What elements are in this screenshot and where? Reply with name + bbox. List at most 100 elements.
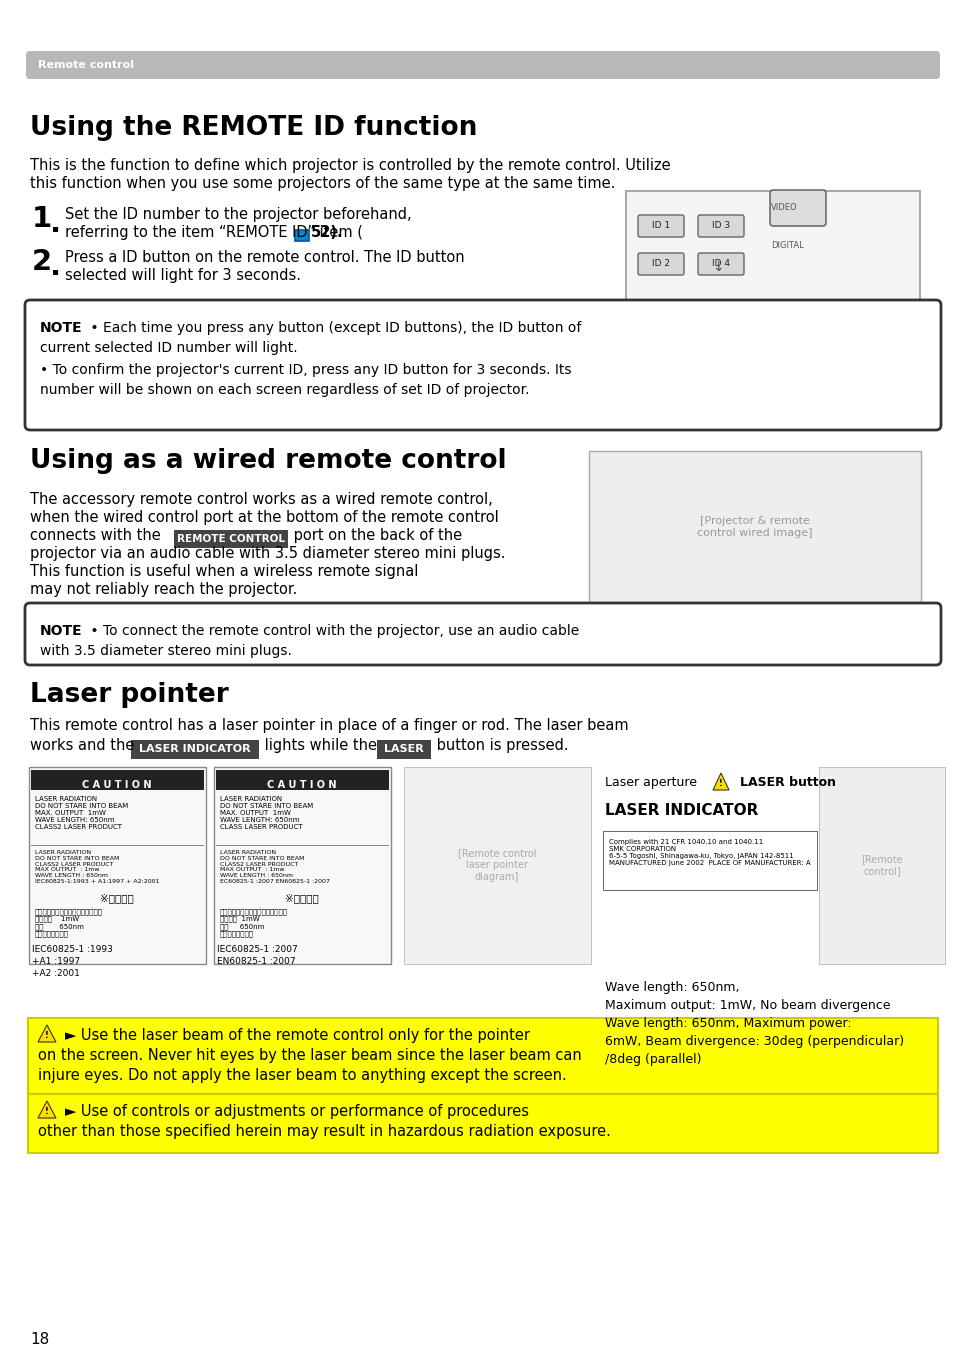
Text: Wave length: 650nm,: Wave length: 650nm, xyxy=(604,982,739,994)
Text: number will be shown on each screen regardless of set ID of projector.: number will be shown on each screen rega… xyxy=(40,383,529,397)
Text: 1: 1 xyxy=(32,204,52,233)
Text: Laser aperture: Laser aperture xyxy=(604,776,697,789)
Text: on the screen. Never hit eyes by the laser beam since the laser beam can: on the screen. Never hit eyes by the las… xyxy=(38,1048,581,1063)
Text: C A U T I O N: C A U T I O N xyxy=(267,780,336,789)
Text: LASER button: LASER button xyxy=(740,776,835,789)
Text: [Projector & remote
control wired image]: [Projector & remote control wired image] xyxy=(697,516,812,538)
Text: ※レーザ光: ※レーザ光 xyxy=(100,894,133,903)
Text: projector via an audio cable with 3.5 diameter stereo mini plugs.: projector via an audio cable with 3.5 di… xyxy=(30,546,505,561)
Text: Complies with 21 CFR 1040.10 and 1040.11
SMK CORPORATION
6-5-5 Togoshi, Shinagaw: Complies with 21 CFR 1040.10 and 1040.11… xyxy=(608,839,810,867)
FancyBboxPatch shape xyxy=(698,253,743,275)
Text: [Remote
control]: [Remote control] xyxy=(861,854,902,876)
FancyBboxPatch shape xyxy=(376,741,431,760)
Text: ► Use of controls or adjustments or performance of procedures: ► Use of controls or adjustments or perf… xyxy=(65,1104,529,1118)
Text: The accessory remote control works as a wired remote control,: The accessory remote control works as a … xyxy=(30,492,493,506)
Text: IEC60825-1 :2007: IEC60825-1 :2007 xyxy=(216,945,297,955)
Text: DIGITAL: DIGITAL xyxy=(770,241,803,250)
Text: may not reliably reach the projector.: may not reliably reach the projector. xyxy=(30,582,297,597)
FancyBboxPatch shape xyxy=(818,766,944,964)
FancyBboxPatch shape xyxy=(698,215,743,237)
Text: EN60825-1 :2007: EN60825-1 :2007 xyxy=(216,957,295,965)
FancyBboxPatch shape xyxy=(625,191,919,310)
Text: other than those specified herein may result in hazardous radiation exposure.: other than those specified herein may re… xyxy=(38,1124,610,1139)
FancyBboxPatch shape xyxy=(28,1018,937,1094)
Text: port on the back of the: port on the back of the xyxy=(289,528,461,543)
FancyBboxPatch shape xyxy=(638,253,683,275)
Text: VIDEO: VIDEO xyxy=(770,203,797,213)
Text: LASER RADIATION
DO NOT STARE INTO BEAM
MAX. OUTPUT  1mW
WAVE LENGTH: 650nm
CLASS: LASER RADIATION DO NOT STARE INTO BEAM M… xyxy=(220,796,313,830)
Text: +A1 :1997: +A1 :1997 xyxy=(32,957,80,965)
Text: .: . xyxy=(50,210,61,238)
FancyBboxPatch shape xyxy=(25,603,940,665)
FancyBboxPatch shape xyxy=(602,831,816,890)
Text: Using as a wired remote control: Using as a wired remote control xyxy=(30,448,506,474)
Text: ID 1: ID 1 xyxy=(651,222,669,230)
Text: Laser pointer: Laser pointer xyxy=(30,682,229,708)
Bar xyxy=(30,770,204,789)
Text: referring to the item “REMOTE ID” item (: referring to the item “REMOTE ID” item ( xyxy=(65,225,363,240)
Text: ID 4: ID 4 xyxy=(711,260,729,268)
FancyBboxPatch shape xyxy=(29,766,206,964)
Text: ID 2: ID 2 xyxy=(651,260,669,268)
Text: with 3.5 diameter stereo mini plugs.: with 3.5 diameter stereo mini plugs. xyxy=(40,645,292,658)
Text: !: ! xyxy=(45,1106,49,1116)
Text: Press a ID button on the remote control. The ID button: Press a ID button on the remote control.… xyxy=(65,250,464,265)
Text: This remote control has a laser pointer in place of a finger or rod. The laser b: This remote control has a laser pointer … xyxy=(30,718,628,733)
Polygon shape xyxy=(38,1101,56,1118)
FancyBboxPatch shape xyxy=(173,529,288,548)
Text: LASER RADIATION
DO NOT STARE INTO BEAM
MAX. OUTPUT  1mW
WAVE LENGTH: 650nm
CLASS: LASER RADIATION DO NOT STARE INTO BEAM M… xyxy=(35,796,128,830)
Text: Wave length: 650nm, Maximum power:: Wave length: 650nm, Maximum power: xyxy=(604,1017,851,1030)
FancyBboxPatch shape xyxy=(213,766,391,964)
Text: this function when you use some projectors of the same type at the same time.: this function when you use some projecto… xyxy=(30,176,615,191)
Text: 6mW, Beam divergence: 30deg (perpendicular): 6mW, Beam divergence: 30deg (perpendicul… xyxy=(604,1034,903,1048)
Text: NOTE: NOTE xyxy=(40,321,83,334)
FancyBboxPatch shape xyxy=(769,190,825,226)
Text: LASER RADIATION
DO NOT STARE INTO BEAM
CLASS2 LASER PRODUCT
MAX OUTPUT  : 1mw
WA: LASER RADIATION DO NOT STARE INTO BEAM C… xyxy=(35,850,159,884)
Text: !: ! xyxy=(719,779,722,788)
Text: • To connect the remote control with the projector, use an audio cable: • To connect the remote control with the… xyxy=(86,624,578,638)
Text: Using the REMOTE ID function: Using the REMOTE ID function xyxy=(30,115,476,141)
Text: .: . xyxy=(50,253,61,282)
Text: Set the ID number to the projector beforehand,: Set the ID number to the projector befor… xyxy=(65,207,411,222)
Text: 18: 18 xyxy=(30,1332,50,1347)
Text: selected will light for 3 seconds.: selected will light for 3 seconds. xyxy=(65,268,301,283)
Text: This is the function to define which projector is controlled by the remote contr: This is the function to define which pro… xyxy=(30,158,670,173)
FancyBboxPatch shape xyxy=(588,451,920,603)
Text: when the wired control port at the bottom of the remote control: when the wired control port at the botto… xyxy=(30,510,498,525)
Text: 2: 2 xyxy=(32,248,52,276)
Text: 52).: 52). xyxy=(311,225,343,240)
Text: !: ! xyxy=(45,1030,49,1040)
Text: Maximum output: 1mW, No beam divergence: Maximum output: 1mW, No beam divergence xyxy=(604,999,889,1011)
FancyBboxPatch shape xyxy=(25,301,940,431)
Polygon shape xyxy=(712,773,728,789)
FancyBboxPatch shape xyxy=(26,51,939,79)
FancyBboxPatch shape xyxy=(638,215,683,237)
Text: IEC60825-1 :1993: IEC60825-1 :1993 xyxy=(32,945,112,955)
Text: +A2 :2001: +A2 :2001 xyxy=(32,969,80,978)
Text: • To confirm the projector's current ID, press any ID button for 3 seconds. Its: • To confirm the projector's current ID,… xyxy=(40,363,571,376)
Text: ► Use the laser beam of the remote control only for the pointer: ► Use the laser beam of the remote contr… xyxy=(65,1028,530,1043)
Text: /8deg (parallel): /8deg (parallel) xyxy=(604,1053,700,1066)
Text: connects with the: connects with the xyxy=(30,528,161,543)
Bar xyxy=(215,770,389,789)
Text: LASER INDICATOR: LASER INDICATOR xyxy=(139,743,251,754)
Text: REMOTE CONTROL: REMOTE CONTROL xyxy=(177,533,285,544)
FancyBboxPatch shape xyxy=(403,766,590,964)
Text: LASER: LASER xyxy=(384,743,423,754)
Text: LASER RADIATION
DO NOT STARE INTO BEAM
CLASS2 LASER PRODUCT
MAX OUTPUT  : 1mw
WA: LASER RADIATION DO NOT STARE INTO BEAM C… xyxy=(220,850,330,884)
Text: [Remote control
laser pointer
diagram]: [Remote control laser pointer diagram] xyxy=(457,849,536,881)
Text: C A U T I O N: C A U T I O N xyxy=(82,780,152,789)
Text: Remote control: Remote control xyxy=(38,60,133,70)
Text: works and the: works and the xyxy=(30,738,134,753)
Text: This function is useful when a wireless remote signal: This function is useful when a wireless … xyxy=(30,565,418,580)
Text: NOTE: NOTE xyxy=(40,624,83,638)
Text: button is pressed.: button is pressed. xyxy=(432,738,568,753)
Text: ビームのぞきこまないでください。
最大出力    1mW
波長       650nm
クラスレーザ製品: ビームのぞきこまないでください。 最大出力 1mW 波長 650nm クラスレー… xyxy=(35,909,103,937)
FancyBboxPatch shape xyxy=(28,1094,937,1154)
Polygon shape xyxy=(38,1025,56,1043)
Text: ID 3: ID 3 xyxy=(711,222,729,230)
Text: injure eyes. Do not apply the laser beam to anything except the screen.: injure eyes. Do not apply the laser beam… xyxy=(38,1068,566,1083)
Text: lights while the: lights while the xyxy=(260,738,376,753)
Text: LASER INDICATOR: LASER INDICATOR xyxy=(604,803,758,818)
Text: ※レーザ光: ※レーザ光 xyxy=(285,894,318,903)
